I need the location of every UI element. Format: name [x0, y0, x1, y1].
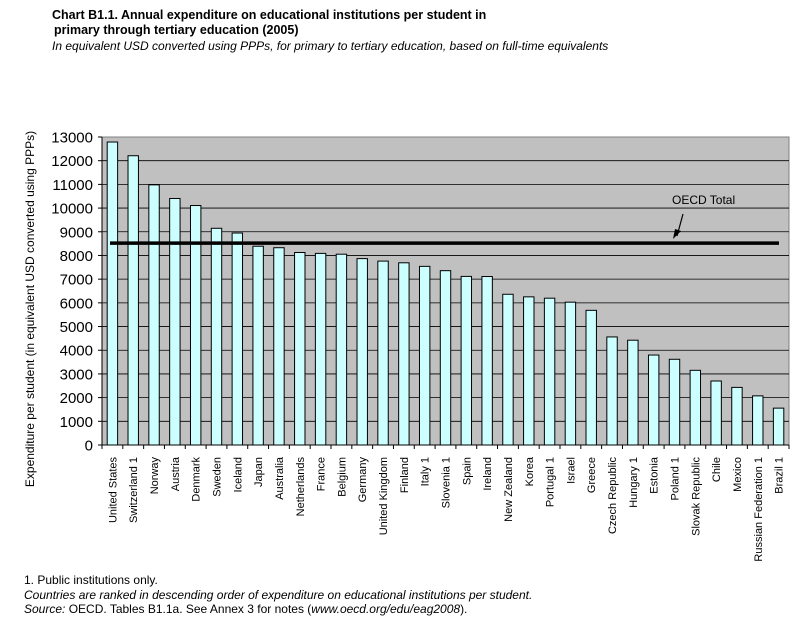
- y-tick-label: 11000: [52, 177, 93, 194]
- bar: [335, 253, 348, 446]
- bar: [668, 358, 681, 446]
- bar: [210, 227, 223, 446]
- bar: [564, 301, 577, 446]
- x-tick-label: Israel: [565, 457, 577, 484]
- bar: [752, 395, 764, 446]
- bar: [460, 275, 473, 446]
- x-tick-label: Spain: [461, 457, 473, 485]
- x-tick-label: Estonia: [649, 456, 661, 494]
- bar: [647, 354, 660, 446]
- x-tick-label: Denmark: [191, 457, 203, 502]
- y-tick-label: 6000: [60, 295, 93, 312]
- x-tick-label: Hungary 1: [628, 457, 640, 508]
- bar: [543, 297, 556, 446]
- bar: [294, 252, 306, 446]
- bar: [231, 232, 244, 446]
- bar: [356, 258, 368, 446]
- y-tick-label: 12000: [51, 153, 93, 170]
- oecd-label-arrowhead: [673, 229, 681, 239]
- source-note: Source: OECD. Tables B1.1a. See Annex 3 …: [24, 602, 784, 617]
- oecd-total-label: OECD Total: [672, 193, 735, 207]
- bar: [585, 309, 597, 446]
- x-tick-label: Poland 1: [670, 457, 682, 500]
- x-tick-label: Australia: [274, 456, 286, 500]
- chart-title-line2: primary through tertiary education (2005…: [54, 23, 299, 37]
- chart-title: Chart B1.1. Annual expenditure on educat…: [52, 8, 652, 38]
- source-end: ).: [460, 602, 468, 616]
- bar: [252, 245, 264, 446]
- x-tick-label: Austria: [170, 456, 182, 491]
- y-tick-label: 0: [85, 438, 93, 455]
- x-tick-label: Belgium: [336, 457, 348, 497]
- footnotes: 1. Public institutions only. Countries a…: [24, 573, 784, 617]
- x-tick-label: United Kingdom: [378, 457, 390, 535]
- source-text: OECD. Tables B1.1a. See Annex 3 for note…: [65, 602, 312, 616]
- bar: [398, 262, 410, 446]
- x-tick-label: Norway: [149, 457, 161, 495]
- bar: [127, 155, 139, 446]
- bar: [418, 265, 431, 446]
- x-tick-label: Korea: [524, 456, 536, 486]
- y-tick-label: 7000: [60, 272, 93, 289]
- y-tick-label: 10000: [51, 201, 93, 218]
- x-tick-label: New Zealand: [503, 457, 515, 522]
- x-tick-label: United States: [107, 457, 119, 524]
- bar: [314, 252, 327, 446]
- y-tick-label: 4000: [60, 343, 93, 360]
- chart-title-line1: Chart B1.1. Annual expenditure on educat…: [52, 8, 487, 22]
- bar: [148, 184, 160, 446]
- bar: [169, 197, 181, 446]
- y-tick-label: 2000: [60, 390, 93, 407]
- y-tick-label: 5000: [60, 319, 93, 336]
- x-tick-label: Russian Federation 1: [753, 457, 765, 562]
- bar: [606, 336, 618, 446]
- footnote-public-institutions: 1. Public institutions only.: [24, 573, 158, 587]
- bar: [523, 296, 535, 446]
- bar: [439, 270, 452, 446]
- x-tick-label: Germany: [357, 457, 369, 503]
- bar: [377, 260, 389, 446]
- x-tick-label: Slovenia 1: [441, 457, 453, 508]
- y-tick-label: 13000: [51, 130, 93, 147]
- x-tick-label: Iceland: [232, 457, 244, 492]
- x-tick-label: Ireland: [482, 457, 494, 491]
- bar: [189, 205, 202, 446]
- x-tick-label: Japan: [253, 457, 265, 487]
- bar: [710, 380, 722, 446]
- y-tick-label: 9000: [60, 224, 93, 241]
- bar: [689, 369, 702, 446]
- source-label: Source:: [24, 602, 66, 616]
- x-tick-label: Portugal 1: [545, 457, 557, 507]
- x-tick-label: Slovak Republic: [690, 457, 702, 536]
- y-tick-label: 8000: [60, 248, 93, 265]
- bar: [502, 293, 514, 446]
- bar: [273, 247, 285, 446]
- x-tick-label: Chile: [711, 457, 723, 482]
- x-tick-label: Mexico: [732, 457, 744, 492]
- bar: [106, 141, 119, 446]
- ranking-note: Countries are ranked in descending order…: [24, 587, 533, 602]
- y-axis-title: Expenditure per student (in equivalent U…: [23, 131, 37, 487]
- bar: [481, 276, 493, 446]
- x-tick-label: Switzerland 1: [128, 457, 140, 523]
- bar: [627, 339, 639, 446]
- x-tick-label: France: [316, 457, 328, 491]
- bar: [772, 407, 785, 446]
- bar: [731, 386, 743, 446]
- x-tick-label: Netherlands: [295, 457, 307, 517]
- y-tick-label: 3000: [60, 366, 93, 383]
- x-tick-label: Greece: [586, 457, 598, 493]
- y-tick-label: 1000: [60, 414, 93, 431]
- x-tick-label: Italy 1: [420, 457, 432, 486]
- x-tick-label: Czech Republic: [607, 457, 619, 535]
- x-tick-label: Finland: [399, 457, 411, 493]
- chart-subtitle: In equivalent USD converted using PPPs, …: [52, 39, 609, 53]
- x-tick-label: Sweden: [212, 457, 224, 497]
- x-tick-label: Brazil 1: [774, 457, 786, 494]
- source-link[interactable]: www.oecd.org/edu/eag2008: [311, 602, 461, 616]
